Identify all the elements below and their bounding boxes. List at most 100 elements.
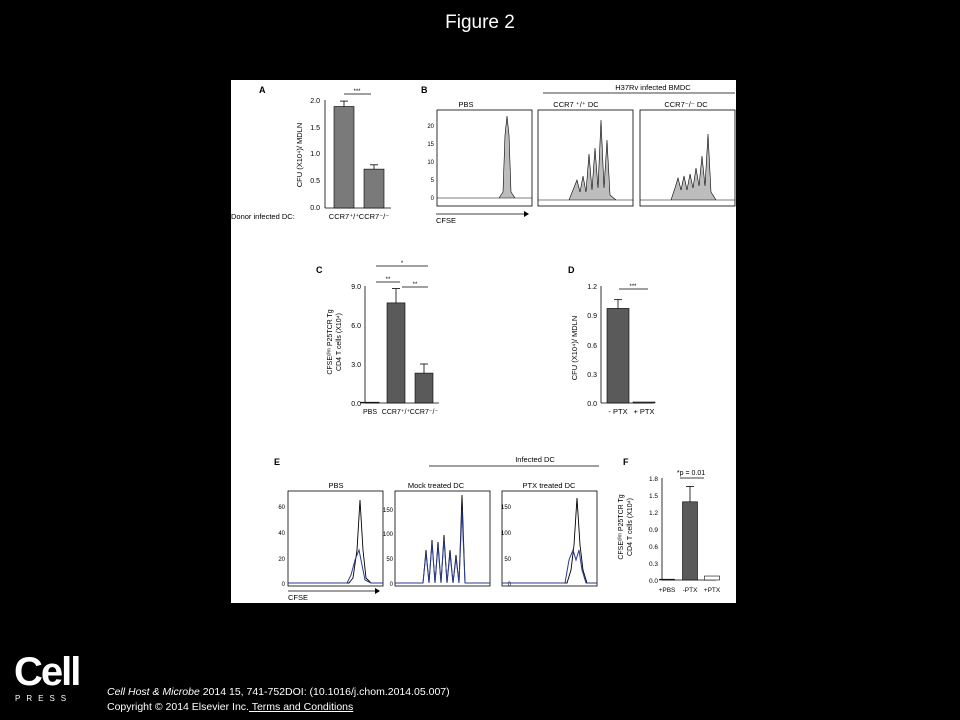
citation-block: Cell Host & Microbe 2014 15, 741-752DOI:… [107, 685, 450, 715]
panel-f-ytick: 0.9 [649, 527, 658, 534]
panel-f-ytick: 1.2 [649, 510, 658, 517]
panel-b-ytick: 5 [431, 178, 435, 184]
panel-f-letter: F [623, 457, 629, 467]
panel-c-bars [360, 288, 434, 404]
panel-e-panel-title: PTX treated DC [523, 481, 577, 490]
panel-a-ytick: 1.5 [310, 125, 320, 132]
panel-b-histogram-pbs [437, 115, 532, 199]
panel-c-sig-top: * [401, 261, 404, 267]
panel-e-ytick: 60 [278, 505, 285, 511]
panel-c-ylabel: CFSEᵈⁱᵐ P25TCR Tg [326, 309, 334, 374]
panel-e-ytick: 100 [501, 531, 512, 537]
panel-e-yticks-pbs: 60 40 20 0 [278, 505, 285, 588]
panel-b-ytick: 10 [427, 160, 434, 166]
panel-f-bars [659, 486, 720, 581]
panel-d-ytick: 0.9 [587, 313, 597, 320]
panel-b-panel-title: CCR7 ⁺/⁺ DC [553, 100, 599, 109]
panel-a-ytick: 2.0 [310, 98, 320, 105]
panel-c-ylabel: CD4 T cells (X10⁴) [336, 313, 343, 371]
bar [632, 401, 656, 404]
citation-text: 2014 15, 741-752DOI: (10.1016/j.chom.201… [199, 686, 450, 698]
figure-panel: A CFU (X10⁴)/ MDLN 2.0 1.5 1.0 0.5 0.0 *… [231, 80, 736, 603]
panel-b-xlabel: CFSE [436, 216, 456, 225]
panel-e-ytick: 50 [386, 557, 393, 563]
panel-a-ytick: 1.0 [310, 151, 320, 158]
panel-e-ytick: 0 [390, 582, 394, 588]
bar [414, 372, 434, 404]
panel-c-category: CCR7⁺/⁺ [382, 409, 411, 416]
panel-a-category: CCR7⁻/⁻ [359, 212, 389, 221]
panel-e-header: Infected DC [515, 455, 555, 464]
panel-a-bars [333, 100, 385, 209]
panel-c-ytick: 0.0 [351, 401, 361, 408]
cell-press-logo: Cell PRESS [14, 650, 81, 704]
panel-e-ytick: 20 [278, 557, 285, 563]
panel-e-ytick: 0 [282, 582, 286, 588]
panel-c-ytick: 6.0 [351, 323, 361, 330]
panel-e-ytick: 150 [501, 505, 512, 511]
panel-f: F CFSEᵈⁱᵐ P25TCR Tg CD4 T cells (X10⁴) 1… [617, 457, 721, 594]
panel-e-ytick: 0 [508, 582, 512, 588]
panel-a-ytick: 0.0 [310, 205, 320, 212]
panel-e-panel-title: Mock treated DC [408, 481, 465, 490]
bar [386, 302, 406, 404]
panel-d-sig: *** [629, 284, 637, 290]
panel-b-histogram-ccr7-ko [640, 133, 735, 201]
panel-e-panel-title: PBS [328, 481, 343, 490]
panel-a-sig: *** [353, 89, 361, 95]
panel-e-ytick: 40 [278, 531, 285, 537]
panel-d-yticks: 1.2 0.9 0.6 0.3 0.0 [587, 284, 597, 408]
bar [659, 578, 675, 581]
panel-b-ytick: 20 [427, 124, 434, 130]
panel-d-bars [606, 299, 656, 404]
panel-b-panel-title: CCR7⁻/⁻ DC [664, 100, 708, 109]
panel-d-ylabel: CFU (X10⁴)/ MDLN [570, 316, 579, 380]
panel-b-letter: B [421, 85, 428, 95]
panel-e-plot-mock [394, 490, 491, 587]
panel-c-sig-left: ** [386, 277, 391, 283]
panel-b-ytick: 0 [431, 196, 435, 202]
panel-d-ytick: 0.6 [587, 343, 597, 350]
panel-e-xlabel: CFSE [288, 593, 308, 602]
bar [333, 106, 355, 209]
panel-b-yticks: 20 15 10 5 0 [427, 124, 434, 202]
copyright-line: Copyright © 2014 Elsevier Inc. Terms and… [107, 700, 450, 715]
logo-sub: PRESS [15, 694, 73, 703]
panel-b-plot-pbs [436, 109, 533, 207]
panel-b-panel-title: PBS [458, 100, 473, 109]
panel-f-category: +PTX [704, 587, 721, 594]
panel-e-arrow-head [375, 588, 380, 594]
panel-c-ytick: 9.0 [351, 284, 361, 291]
panel-c-category: PBS [363, 409, 377, 416]
panel-d-letter: D [568, 265, 575, 275]
panel-c-letter: C [316, 265, 323, 275]
panel-e-yticks-ptx: 150 100 50 0 [501, 505, 512, 588]
panel-a-letter: A [259, 85, 266, 95]
panel-f-ylabel: CD4 T cells (X10⁴) [627, 498, 634, 556]
panel-a-ylabel: CFU (X10⁴)/ MDLN [295, 123, 304, 187]
panel-e-trace-black-ptx [502, 497, 597, 584]
panel-f-ytick: 1.5 [649, 493, 658, 500]
panel-f-ytick: 0.6 [649, 544, 658, 551]
panel-d-ytick: 0.0 [587, 401, 597, 408]
panel-f-category: -PTX [683, 587, 698, 594]
journal-name: Cell Host & Microbe [107, 686, 200, 698]
panel-d-category: - PTX [608, 407, 627, 416]
terms-link[interactable]: Terms and Conditions [248, 701, 354, 713]
panel-b-ytick: 15 [427, 142, 434, 148]
panel-a-xlabel-prefix: Donor infected DC: [231, 212, 295, 221]
panel-e-yticks-mock: 150 100 50 0 [383, 508, 394, 588]
panel-e-trace-blue-mock [395, 509, 490, 584]
panel-e-trace-blue-ptx [502, 548, 597, 584]
panel-a: A CFU (X10⁴)/ MDLN 2.0 1.5 1.0 0.5 0.0 *… [231, 85, 391, 221]
panel-e-letter: E [274, 457, 280, 467]
panel-e-ytick: 100 [383, 532, 394, 538]
copyright-text: Copyright © 2014 Elsevier Inc. [107, 701, 249, 713]
bar [606, 308, 630, 404]
panel-b-arrow-head [524, 211, 529, 217]
panel-f-yticks: 1.8 1.5 1.2 0.9 0.6 0.3 0.0 [649, 476, 658, 585]
panel-c-sig-right: ** [413, 282, 418, 288]
logo-word: Cell [14, 650, 81, 694]
bar [363, 168, 385, 209]
citation-line: Cell Host & Microbe 2014 15, 741-752DOI:… [107, 685, 450, 700]
